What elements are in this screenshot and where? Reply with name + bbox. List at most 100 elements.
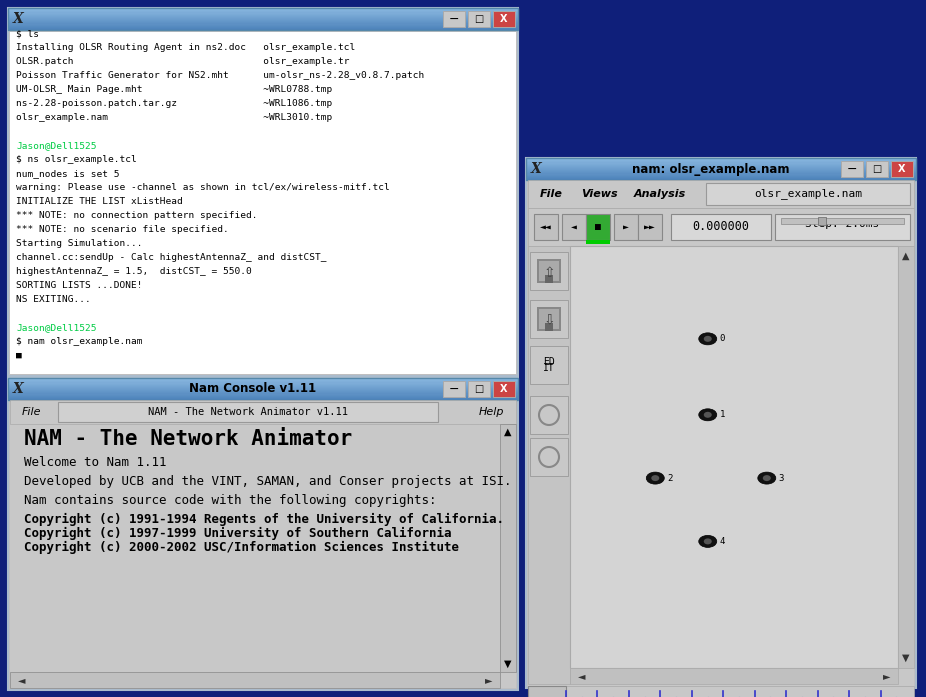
Text: File: File [540, 189, 563, 199]
Text: ▲: ▲ [505, 427, 512, 437]
Bar [468, 11, 490, 27]
Bar [545, 275, 553, 283]
Ellipse shape [757, 472, 776, 484]
Text: Nam Console v1.11: Nam Console v1.11 [190, 383, 317, 395]
Bar [8, 15, 518, 16]
Text: ◄: ◄ [18, 675, 26, 685]
Bar [526, 158, 916, 180]
Ellipse shape [699, 409, 717, 421]
Text: X: X [500, 14, 507, 24]
Bar [526, 159, 916, 161]
Bar [706, 183, 910, 205]
Text: highestAntennaZ_ = 1.5,  distCST_ = 550.0: highestAntennaZ_ = 1.5, distCST_ = 550.0 [16, 267, 252, 276]
Bar [8, 385, 518, 386]
Text: X: X [13, 12, 23, 26]
Bar [526, 174, 916, 176]
Bar [443, 381, 465, 397]
Ellipse shape [704, 412, 712, 418]
Bar [8, 28, 518, 29]
Text: Jason@Dell1525: Jason@Dell1525 [16, 323, 96, 332]
Bar [539, 309, 559, 329]
Bar [526, 178, 916, 179]
Text: Installing OLSR Routing Agent in ns2.doc   olsr_example.tcl: Installing OLSR Routing Agent in ns2.doc… [16, 43, 356, 52]
Text: ►: ► [623, 222, 629, 232]
Bar [528, 182, 914, 686]
Bar [8, 398, 518, 399]
Bar [8, 380, 518, 382]
Bar [8, 387, 518, 388]
Bar [8, 13, 518, 15]
Bar [526, 171, 916, 173]
Bar [526, 174, 916, 175]
Bar [8, 8, 518, 376]
Bar [570, 246, 898, 668]
Bar [8, 383, 518, 384]
Bar [526, 164, 916, 166]
Bar [818, 217, 826, 225]
Bar [8, 17, 518, 18]
Bar [8, 379, 518, 381]
Bar [8, 19, 518, 21]
Bar [570, 668, 898, 684]
Text: X: X [898, 164, 906, 174]
Text: −: − [449, 13, 459, 26]
Text: 4: 4 [720, 537, 725, 546]
Bar [8, 395, 518, 396]
Bar [493, 11, 515, 27]
Bar [8, 9, 518, 10]
Bar [781, 218, 904, 224]
Bar [530, 300, 568, 338]
Text: Welcome to Nam 1.11: Welcome to Nam 1.11 [24, 456, 167, 469]
Text: nam: olsr_example.nam: nam: olsr_example.nam [632, 162, 790, 176]
Text: 0: 0 [720, 335, 725, 344]
Text: ⇩: ⇩ [544, 312, 555, 326]
Bar [891, 161, 913, 177]
Bar [8, 399, 518, 401]
Text: ◄: ◄ [571, 222, 577, 232]
Bar [526, 169, 916, 171]
Bar [526, 170, 916, 171]
Text: Step: 2.0ms: Step: 2.0ms [806, 219, 880, 229]
Bar [8, 393, 518, 395]
Text: Jason@Dell1525: Jason@Dell1525 [16, 141, 96, 150]
Bar [526, 162, 916, 164]
Bar [443, 11, 465, 27]
Bar [775, 214, 910, 240]
Text: warning: Please use -channel as shown in tcl/ex/wireless-mitf.tcl: warning: Please use -channel as shown in… [16, 183, 390, 192]
Bar [898, 246, 914, 668]
Bar [8, 383, 518, 385]
Text: *** NOTE: no connection pattern specified.: *** NOTE: no connection pattern specifie… [16, 211, 257, 220]
Text: IT: IT [544, 363, 555, 373]
Text: Copyright (c) 2000-2002 USC/Information Sciences Institute: Copyright (c) 2000-2002 USC/Information … [24, 541, 459, 554]
Bar [562, 214, 586, 240]
Bar [528, 180, 914, 208]
Bar [8, 20, 518, 22]
Bar [8, 21, 518, 23]
Bar [671, 214, 771, 240]
Bar [10, 672, 500, 688]
Bar [526, 176, 916, 177]
Text: INITIALIZE THE LIST xListHead: INITIALIZE THE LIST xListHead [16, 197, 182, 206]
Text: X: X [13, 382, 23, 396]
Bar [586, 240, 610, 244]
Bar [526, 158, 916, 688]
Bar [537, 259, 561, 283]
Bar [8, 10, 518, 12]
Bar [526, 158, 916, 160]
Text: ED: ED [544, 357, 555, 367]
Bar [526, 166, 916, 167]
Text: $ ls: $ ls [16, 29, 39, 38]
Text: 0.000000: 0.000000 [693, 220, 749, 233]
Text: NAM - The Network Animator: NAM - The Network Animator [24, 429, 352, 449]
Bar [614, 214, 638, 240]
Bar [8, 390, 518, 392]
Bar [8, 16, 518, 17]
Bar [8, 385, 518, 388]
Text: olsr_example.nam                           ~WRL3010.tmp: olsr_example.nam ~WRL3010.tmp [16, 113, 332, 122]
Text: File: File [22, 407, 42, 417]
Ellipse shape [704, 336, 712, 342]
Bar [8, 8, 518, 30]
Text: *** NOTE: no scenario file specified.: *** NOTE: no scenario file specified. [16, 225, 229, 234]
Bar [545, 323, 553, 331]
Bar [468, 381, 490, 397]
